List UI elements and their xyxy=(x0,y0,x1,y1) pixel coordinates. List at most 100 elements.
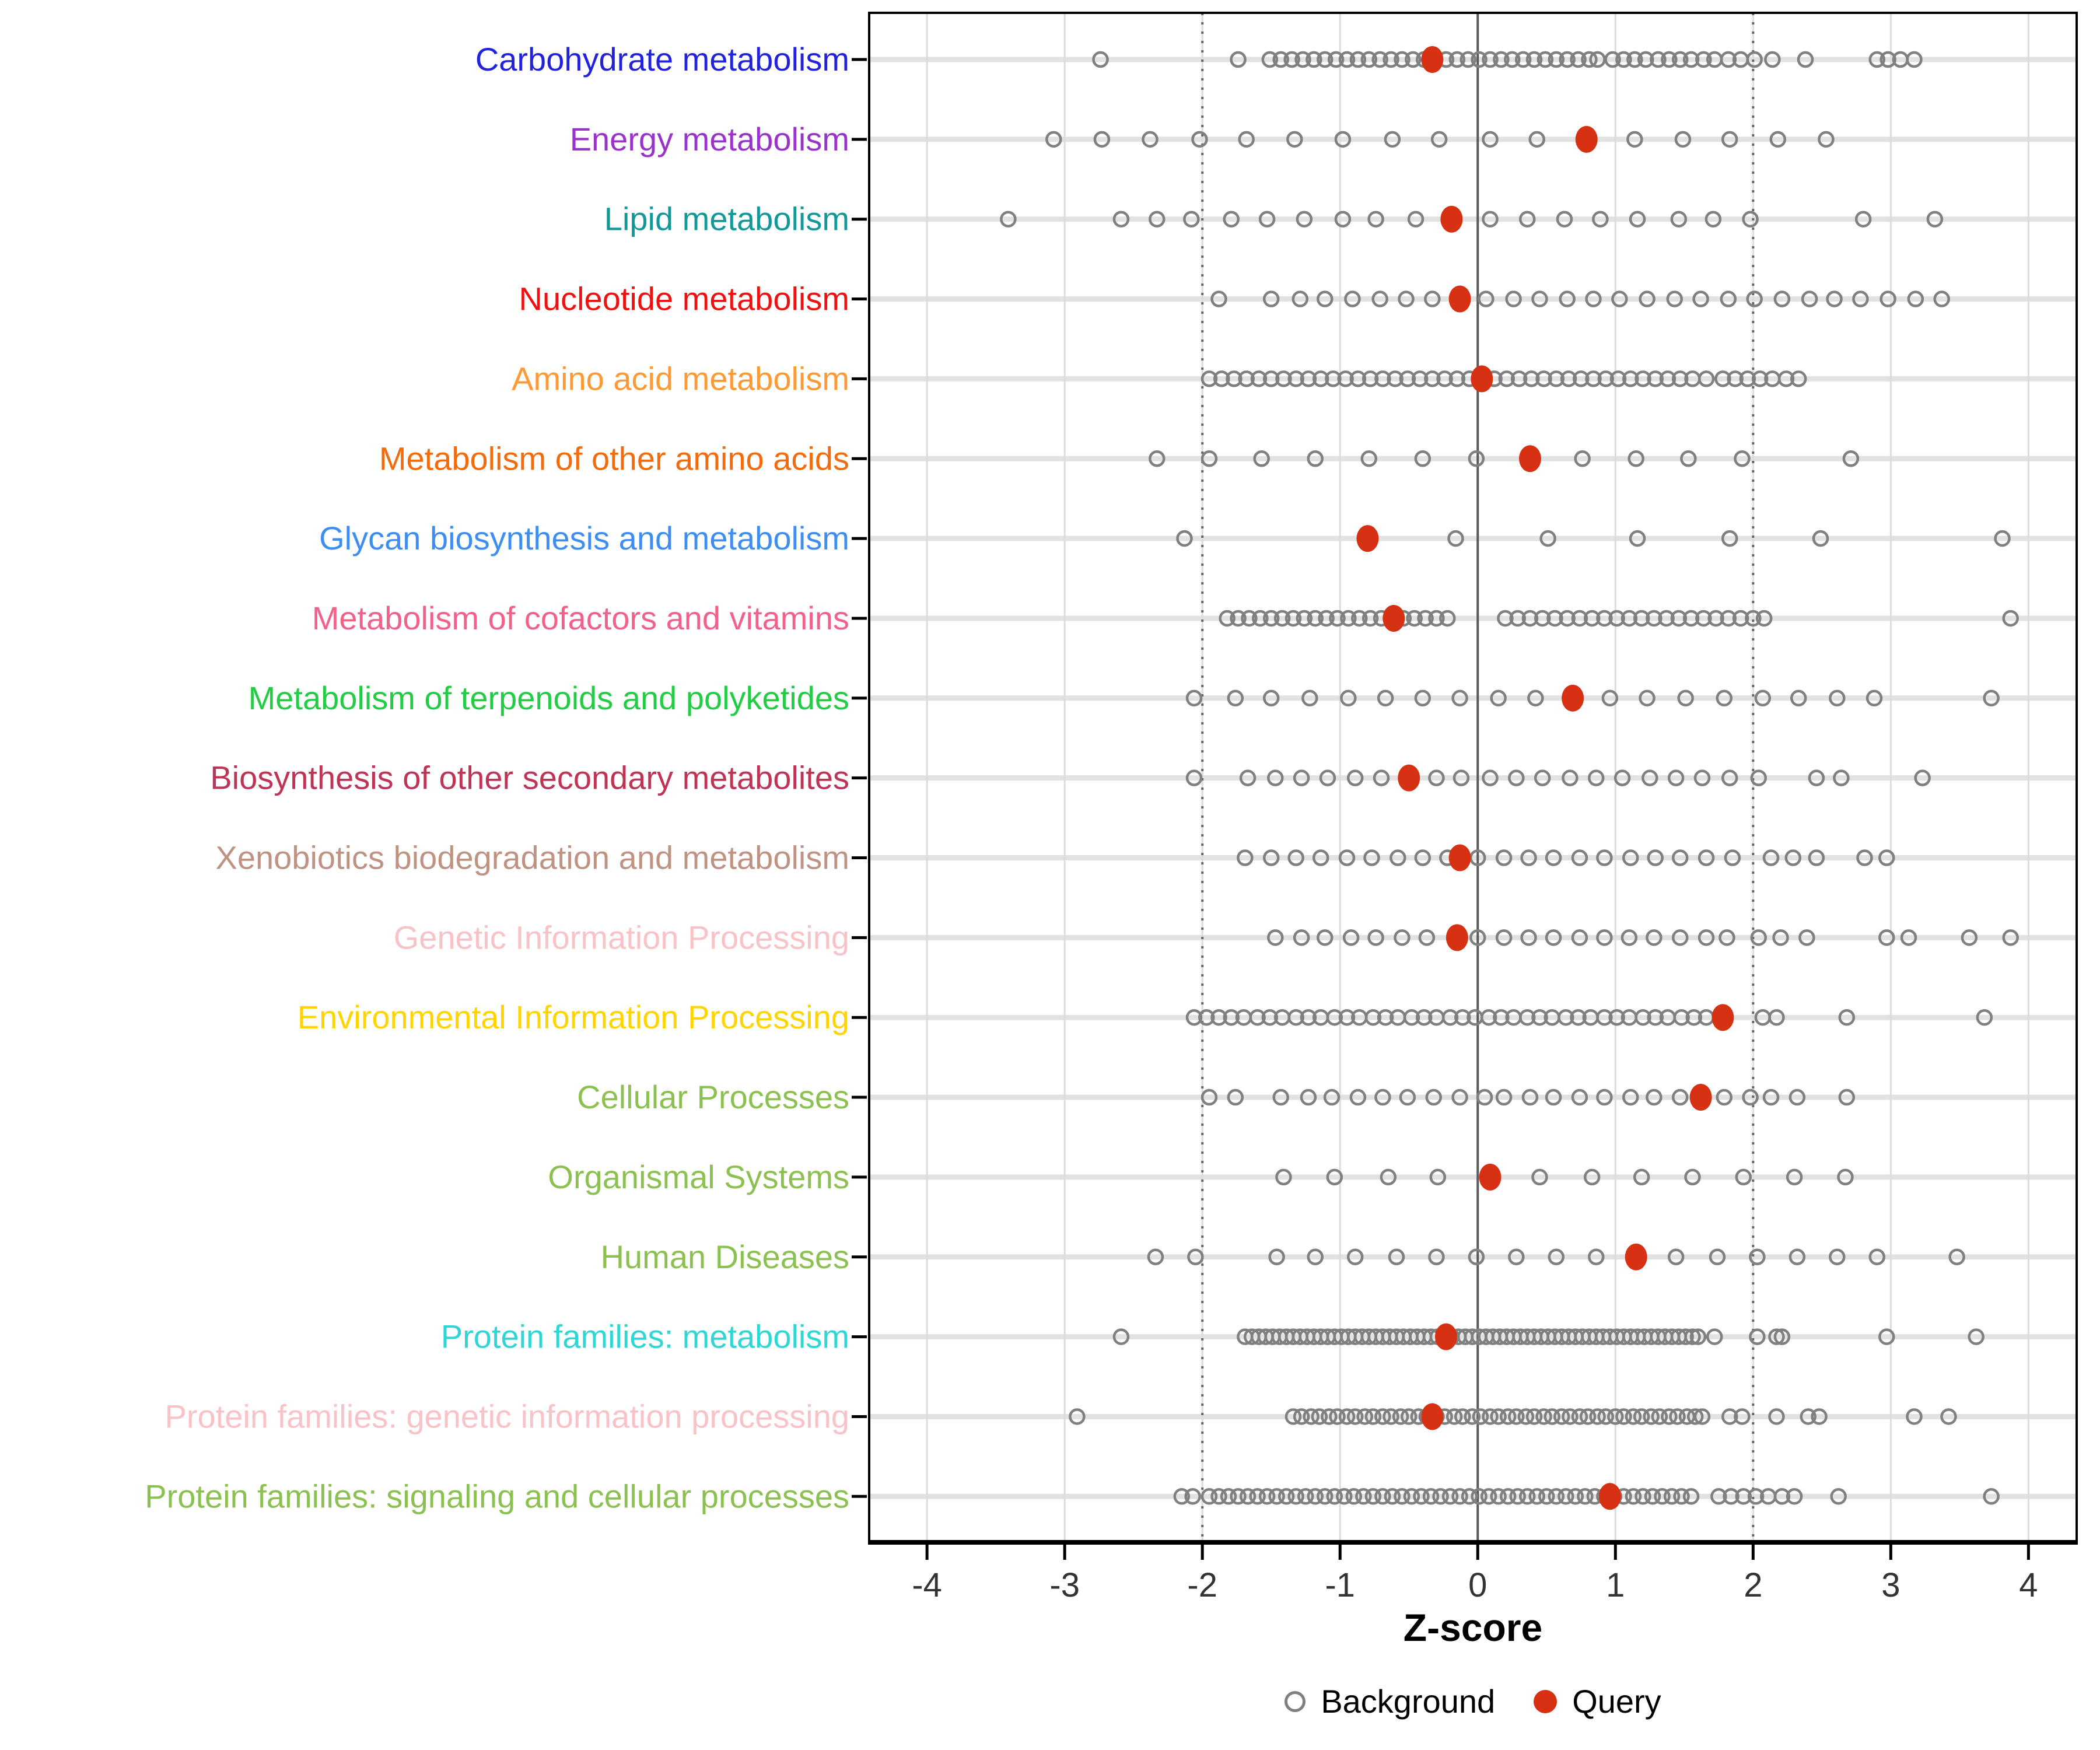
background-point xyxy=(1287,1488,1304,1505)
background-point xyxy=(1448,51,1466,68)
background-point xyxy=(1518,1009,1536,1026)
background-point xyxy=(1622,1088,1639,1106)
background-point xyxy=(1523,370,1540,387)
background-point xyxy=(1659,370,1676,387)
background-point xyxy=(1351,610,1368,627)
background-point xyxy=(1534,769,1551,786)
background-point xyxy=(1558,1009,1574,1026)
background-point xyxy=(1797,51,1814,68)
background-point xyxy=(1868,51,1886,68)
background-point xyxy=(1312,849,1329,866)
background-point xyxy=(1272,1088,1289,1106)
background-point xyxy=(1727,370,1744,387)
category-label: Organismal Systems xyxy=(548,1158,849,1195)
background-point xyxy=(1319,769,1336,786)
background-point xyxy=(1629,530,1646,547)
background-point xyxy=(1367,929,1384,946)
x-tick-label: 4 xyxy=(2019,1566,2038,1604)
background-point xyxy=(1394,1488,1410,1505)
background-point xyxy=(1531,1009,1548,1026)
background-point xyxy=(1518,1488,1536,1505)
background-point xyxy=(1499,1488,1517,1505)
category-label: Metabolism of other amino acids xyxy=(379,440,849,477)
background-point xyxy=(1286,131,1303,148)
background-point xyxy=(1504,51,1521,68)
background-point xyxy=(1608,1009,1625,1026)
background-point xyxy=(1639,690,1656,707)
background-point xyxy=(1768,1009,1785,1026)
background-point xyxy=(1670,211,1688,228)
background-point xyxy=(1183,211,1200,228)
background-point xyxy=(1400,1408,1418,1425)
background-point xyxy=(1241,610,1258,627)
x-tick-label: 1 xyxy=(1606,1566,1625,1604)
background-point xyxy=(1185,1009,1203,1026)
background-point xyxy=(1720,51,1737,68)
background-point xyxy=(1826,290,1843,307)
background-point xyxy=(1684,1328,1701,1345)
background-point xyxy=(1647,370,1664,387)
background-point xyxy=(1461,1488,1478,1505)
background-point xyxy=(1374,1408,1391,1425)
background-point xyxy=(1589,1408,1606,1425)
background-point xyxy=(1471,51,1488,68)
query-point xyxy=(1434,1323,1457,1350)
background-point xyxy=(1674,131,1692,148)
background-point xyxy=(1720,290,1737,307)
background-point xyxy=(1587,1248,1605,1265)
background-point xyxy=(1505,290,1522,307)
background-point xyxy=(1451,1488,1468,1505)
background-point xyxy=(1509,610,1526,627)
background-point xyxy=(1798,929,1815,946)
background-point xyxy=(1342,929,1360,946)
background-point xyxy=(1838,1088,1856,1106)
background-point xyxy=(1808,849,1825,866)
background-point xyxy=(1374,1088,1391,1106)
background-point xyxy=(1666,290,1684,307)
background-point xyxy=(1650,51,1667,68)
background-point xyxy=(1284,1408,1302,1425)
background-point xyxy=(1237,849,1254,866)
background-point xyxy=(1534,610,1551,627)
x-tick-label: -3 xyxy=(1049,1566,1080,1604)
query-legend-label: Query xyxy=(1572,1683,1661,1720)
query-point xyxy=(1479,1163,1502,1191)
background-point xyxy=(1682,610,1700,627)
background-point xyxy=(1596,849,1613,866)
background-point xyxy=(1704,211,1722,228)
background-point xyxy=(1647,1009,1664,1026)
background-point xyxy=(1262,849,1280,866)
background-point xyxy=(1520,849,1537,866)
background-point xyxy=(1262,610,1280,627)
background-point xyxy=(1721,769,1738,786)
query-point xyxy=(1448,844,1471,872)
category-label: Protein families: genetic information pr… xyxy=(165,1398,849,1434)
background-point xyxy=(1607,1408,1624,1425)
background-point xyxy=(1267,769,1284,786)
background-point xyxy=(1538,1488,1555,1505)
background-point xyxy=(1227,1088,1244,1106)
background-point xyxy=(1293,929,1310,946)
background-point xyxy=(1739,370,1756,387)
category-label: Protein families: metabolism xyxy=(441,1318,849,1355)
background-point xyxy=(1429,1168,1447,1186)
background-point xyxy=(1837,1168,1854,1186)
query-point xyxy=(1689,1084,1712,1111)
background-point xyxy=(1768,1408,1785,1425)
background-point xyxy=(1818,131,1835,148)
background-point xyxy=(1571,929,1588,946)
background-point xyxy=(1544,1408,1560,1425)
background-point xyxy=(1518,211,1536,228)
background-point xyxy=(1398,290,1415,307)
background-point xyxy=(1695,610,1712,627)
background-point xyxy=(1762,1088,1780,1106)
category-label: Human Diseases xyxy=(601,1238,849,1275)
background-point xyxy=(1745,610,1762,627)
background-point xyxy=(1597,1408,1615,1425)
background-point xyxy=(1173,1488,1191,1505)
background-point xyxy=(1226,370,1242,387)
background-point xyxy=(1669,1408,1686,1425)
background-point xyxy=(1762,849,1780,866)
background-point xyxy=(1735,1488,1752,1505)
background-point xyxy=(1548,1248,1565,1265)
